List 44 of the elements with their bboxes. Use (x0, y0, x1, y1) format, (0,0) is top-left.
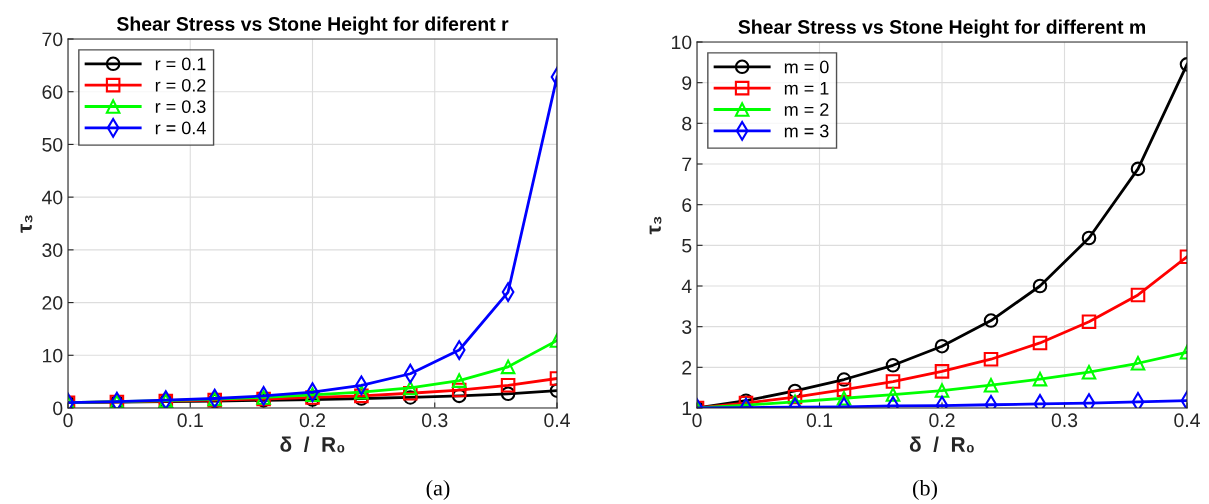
chart-title: Shear Stress vs Stone Height for different m (738, 19, 1146, 38)
legend-label: m = 2 (784, 103, 829, 116)
y-axis-title: τ₃ (20, 215, 33, 233)
y-tick-label: 60 (42, 85, 63, 99)
x-tick-label: 0 (692, 413, 702, 428)
legend-label: r = 0.2 (155, 78, 206, 92)
y-tick-label: 0 (53, 401, 63, 416)
y-tick-label: 6 (682, 198, 692, 212)
legend-label: r = 0.1 (155, 57, 206, 71)
legend-label: r = 0.3 (155, 100, 206, 114)
legend-label: m = 0 (784, 60, 829, 74)
x-tick-label: 0.4 (1174, 413, 1200, 428)
x-axis-title: δ / R₀ (909, 436, 974, 453)
text: (b) (913, 479, 937, 501)
x-tick-label: 0 (63, 413, 73, 428)
y-tick-label: 4 (681, 279, 692, 294)
text: (a) (426, 479, 450, 501)
y-tick-label: 3 (682, 320, 692, 334)
chart-title: Shear Stress vs Stone Height for diferent r (116, 16, 509, 35)
legend-label: r = 0.4 (155, 121, 206, 135)
y-tick-label: 5 (682, 239, 692, 253)
y-axis-title: τ₃ (649, 216, 662, 235)
y-tick-label: 10 (672, 35, 692, 50)
y-tick-label: 7 (682, 157, 692, 172)
x-tick-label: 0.3 (422, 413, 448, 428)
y-tick-label: 50 (42, 137, 63, 152)
y-tick-label: 40 (41, 190, 63, 205)
y-tick-label: 70 (42, 32, 63, 47)
x-tick-label: 0.1 (177, 413, 203, 428)
y-tick-label: 30 (42, 243, 63, 258)
y-tick-label: 9 (682, 76, 692, 90)
x-tick-label: 0.4 (544, 413, 570, 428)
y-tick-label: 8 (682, 116, 692, 131)
y-tick-label: 10 (43, 348, 63, 363)
x-tick-label: 0.2 (929, 413, 955, 428)
legend-label: m = 3 (784, 124, 829, 138)
x-tick-label: 0.3 (1051, 413, 1078, 428)
y-tick-label: 2 (682, 360, 692, 375)
x-tick-label: 0.2 (299, 413, 326, 428)
x-tick-label: 0.1 (806, 413, 833, 428)
x-axis-title: δ / R₀ (280, 436, 345, 453)
y-tick-label: 20 (42, 296, 63, 310)
y-tick-label: 1 (682, 401, 692, 416)
legend-label: m = 1 (784, 82, 829, 95)
